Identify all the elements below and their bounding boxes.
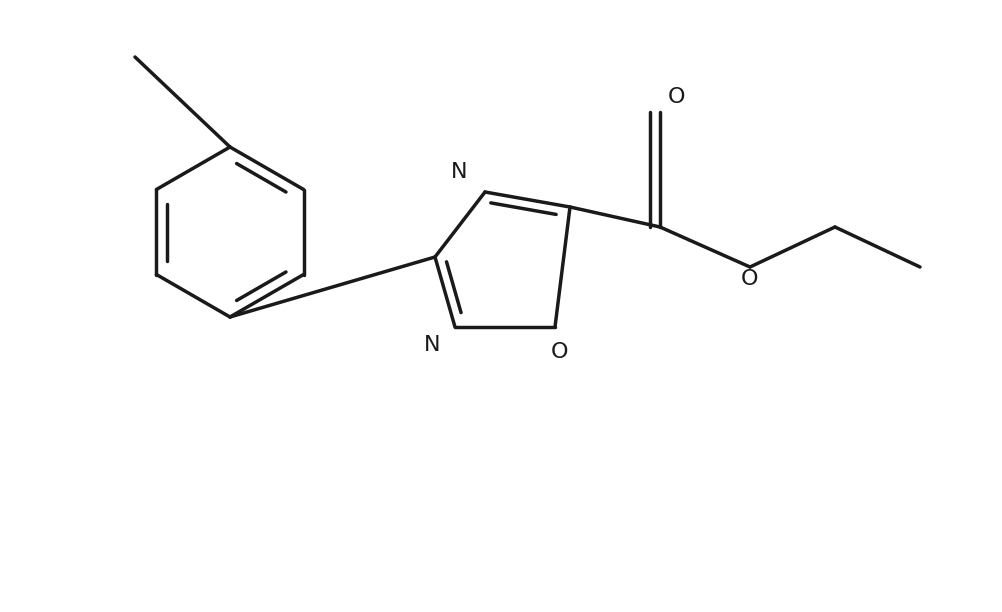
Text: O: O (741, 269, 759, 289)
Text: N: N (424, 335, 440, 355)
Text: N: N (451, 162, 467, 182)
Text: O: O (668, 87, 685, 107)
Text: O: O (551, 342, 569, 362)
